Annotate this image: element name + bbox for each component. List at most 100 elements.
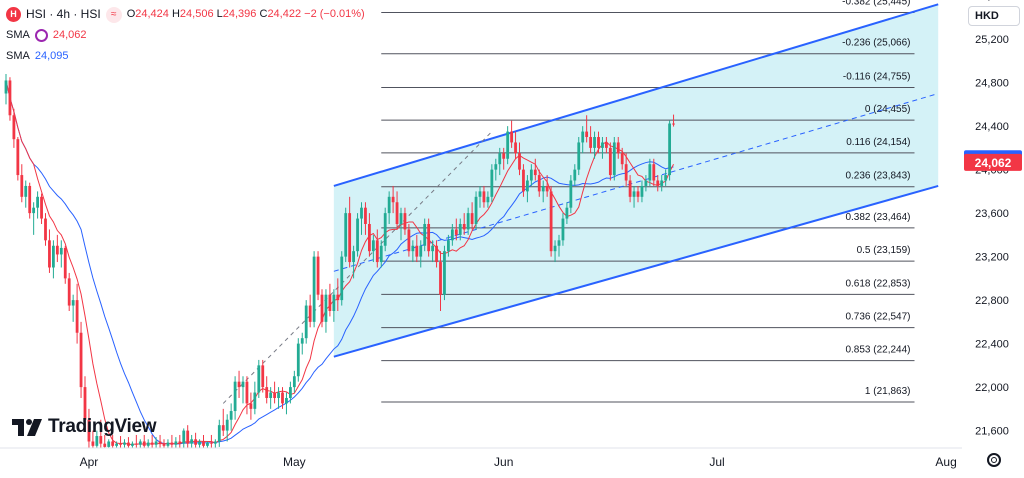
candle-body xyxy=(387,196,391,214)
y-axis-tick-label: 25,200 xyxy=(975,34,1009,46)
candle-body xyxy=(273,392,276,398)
candle xyxy=(194,432,197,448)
candle xyxy=(660,175,664,192)
candle-body xyxy=(514,142,517,154)
fib-level-label: 0.618 (22,853) xyxy=(845,278,910,289)
candle-body xyxy=(91,441,95,446)
candle xyxy=(391,185,395,214)
candle xyxy=(644,175,648,192)
candle-body xyxy=(593,137,596,148)
candle-body xyxy=(194,439,197,445)
candle-body xyxy=(364,207,367,224)
candle-body xyxy=(597,137,600,148)
candle-body xyxy=(478,191,482,197)
candle-body xyxy=(233,381,237,412)
candle-body xyxy=(308,305,312,322)
candle-body xyxy=(221,425,225,431)
candle xyxy=(387,191,391,224)
candle-body xyxy=(48,240,51,268)
candle xyxy=(107,439,111,448)
candle xyxy=(190,434,194,448)
candle-body xyxy=(150,442,154,445)
candle-body xyxy=(40,196,43,219)
x-axis-tick-label: Apr xyxy=(80,455,99,469)
candle-body xyxy=(411,245,415,252)
candle-body xyxy=(170,442,174,445)
candle xyxy=(526,175,529,203)
sma-fast-line xyxy=(5,80,674,445)
candle xyxy=(162,439,166,448)
fib-level-label: 0.853 (22,244) xyxy=(845,345,910,356)
candle-body xyxy=(419,245,423,257)
symbol-logo-icon: H xyxy=(6,7,21,22)
candle-body xyxy=(589,137,592,148)
candle xyxy=(561,213,565,246)
candle xyxy=(439,251,442,311)
candle xyxy=(395,191,399,230)
currency-selector[interactable]: HKD xyxy=(968,6,1020,26)
sma-fast-settings-icon[interactable] xyxy=(34,29,48,42)
candle-body xyxy=(210,442,213,444)
candle-body xyxy=(439,262,442,295)
candle xyxy=(48,229,51,273)
candle-body xyxy=(166,442,170,446)
candle-body xyxy=(518,153,521,170)
candle-body xyxy=(672,123,675,125)
candle-body xyxy=(371,240,375,252)
candle-body xyxy=(237,381,241,388)
candle xyxy=(261,359,265,393)
candle xyxy=(103,434,107,448)
candle xyxy=(16,137,20,181)
candle xyxy=(233,376,237,420)
candle xyxy=(427,218,431,257)
candle-body xyxy=(174,441,178,445)
candle xyxy=(213,439,217,448)
candle xyxy=(569,175,573,214)
market-status-icon[interactable]: ≈ xyxy=(105,6,122,23)
y-axis-tick-label: 22,400 xyxy=(975,339,1009,351)
candle-body xyxy=(427,224,431,252)
sma-fast-value: 24,062 xyxy=(52,29,87,41)
candle xyxy=(28,182,32,219)
candle-body xyxy=(320,294,324,322)
candle xyxy=(265,376,269,404)
candle-body xyxy=(95,436,99,446)
candle xyxy=(95,430,99,448)
candle xyxy=(522,164,525,197)
chart-settings-icon[interactable] xyxy=(987,453,1001,467)
y-axis-tick-label: 22,800 xyxy=(975,295,1009,307)
candle-body xyxy=(616,142,620,154)
symbol-title[interactable]: HSI · 4h · HSI xyxy=(26,7,101,21)
candle-body xyxy=(545,185,549,192)
candle xyxy=(474,191,478,230)
candle xyxy=(146,439,150,448)
candle-body xyxy=(407,229,411,252)
candle xyxy=(585,115,589,143)
sma-fast-row[interactable]: SMA 24,062 xyxy=(6,25,365,46)
candle-body xyxy=(537,175,541,192)
candle-body xyxy=(142,441,146,446)
candle-body xyxy=(431,245,434,252)
candle xyxy=(44,213,47,246)
candle xyxy=(127,437,130,448)
chart-legend: H HSI · 4h · HSI ≈ O24,424 H24,506 L24,3… xyxy=(6,4,365,67)
candle xyxy=(253,381,257,415)
candle xyxy=(656,175,660,192)
sma-slow-row[interactable]: SMA 24,095 xyxy=(6,46,365,67)
candle-body xyxy=(486,196,490,203)
candle xyxy=(640,180,644,203)
candle-body xyxy=(8,80,12,116)
candle xyxy=(628,175,632,203)
candle-body xyxy=(277,392,280,398)
candle xyxy=(119,436,122,448)
candle-body xyxy=(71,300,75,306)
candle xyxy=(308,294,312,328)
candle xyxy=(450,224,454,246)
candle xyxy=(273,381,276,404)
candle-body xyxy=(502,153,506,159)
candle xyxy=(632,185,636,208)
candle-body xyxy=(383,213,387,246)
candle xyxy=(24,180,28,208)
candle-body xyxy=(162,443,166,446)
